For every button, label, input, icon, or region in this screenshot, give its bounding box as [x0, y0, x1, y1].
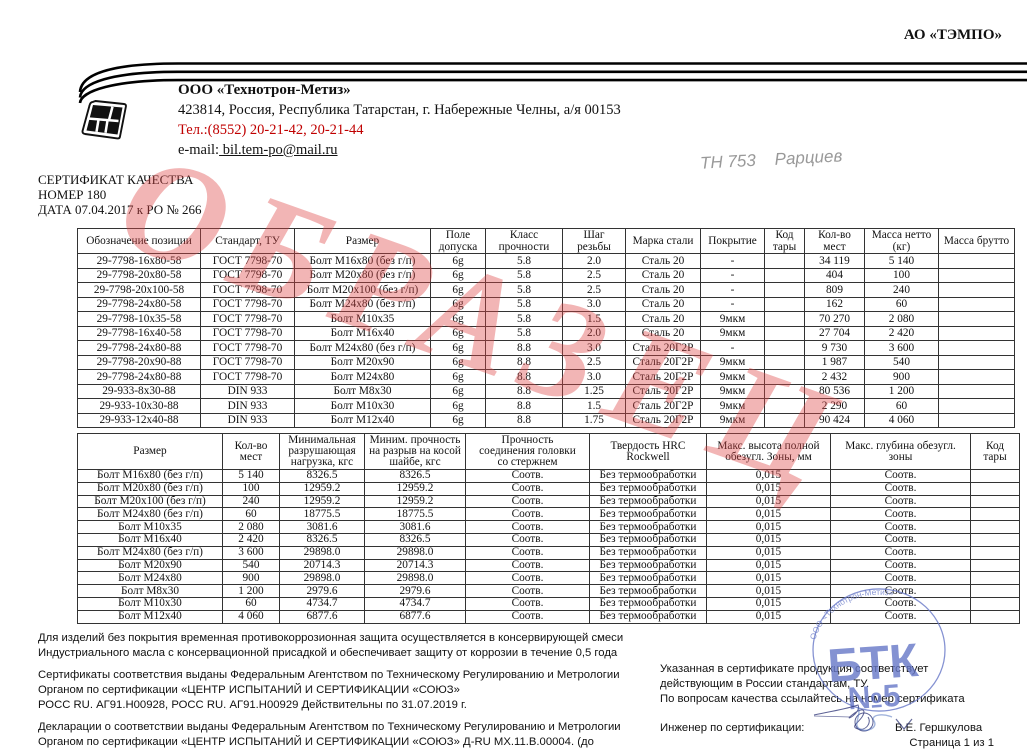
- svg-text:ООО «Технотрон-Метиз»: ООО «Технотрон-Метиз»: [808, 587, 895, 641]
